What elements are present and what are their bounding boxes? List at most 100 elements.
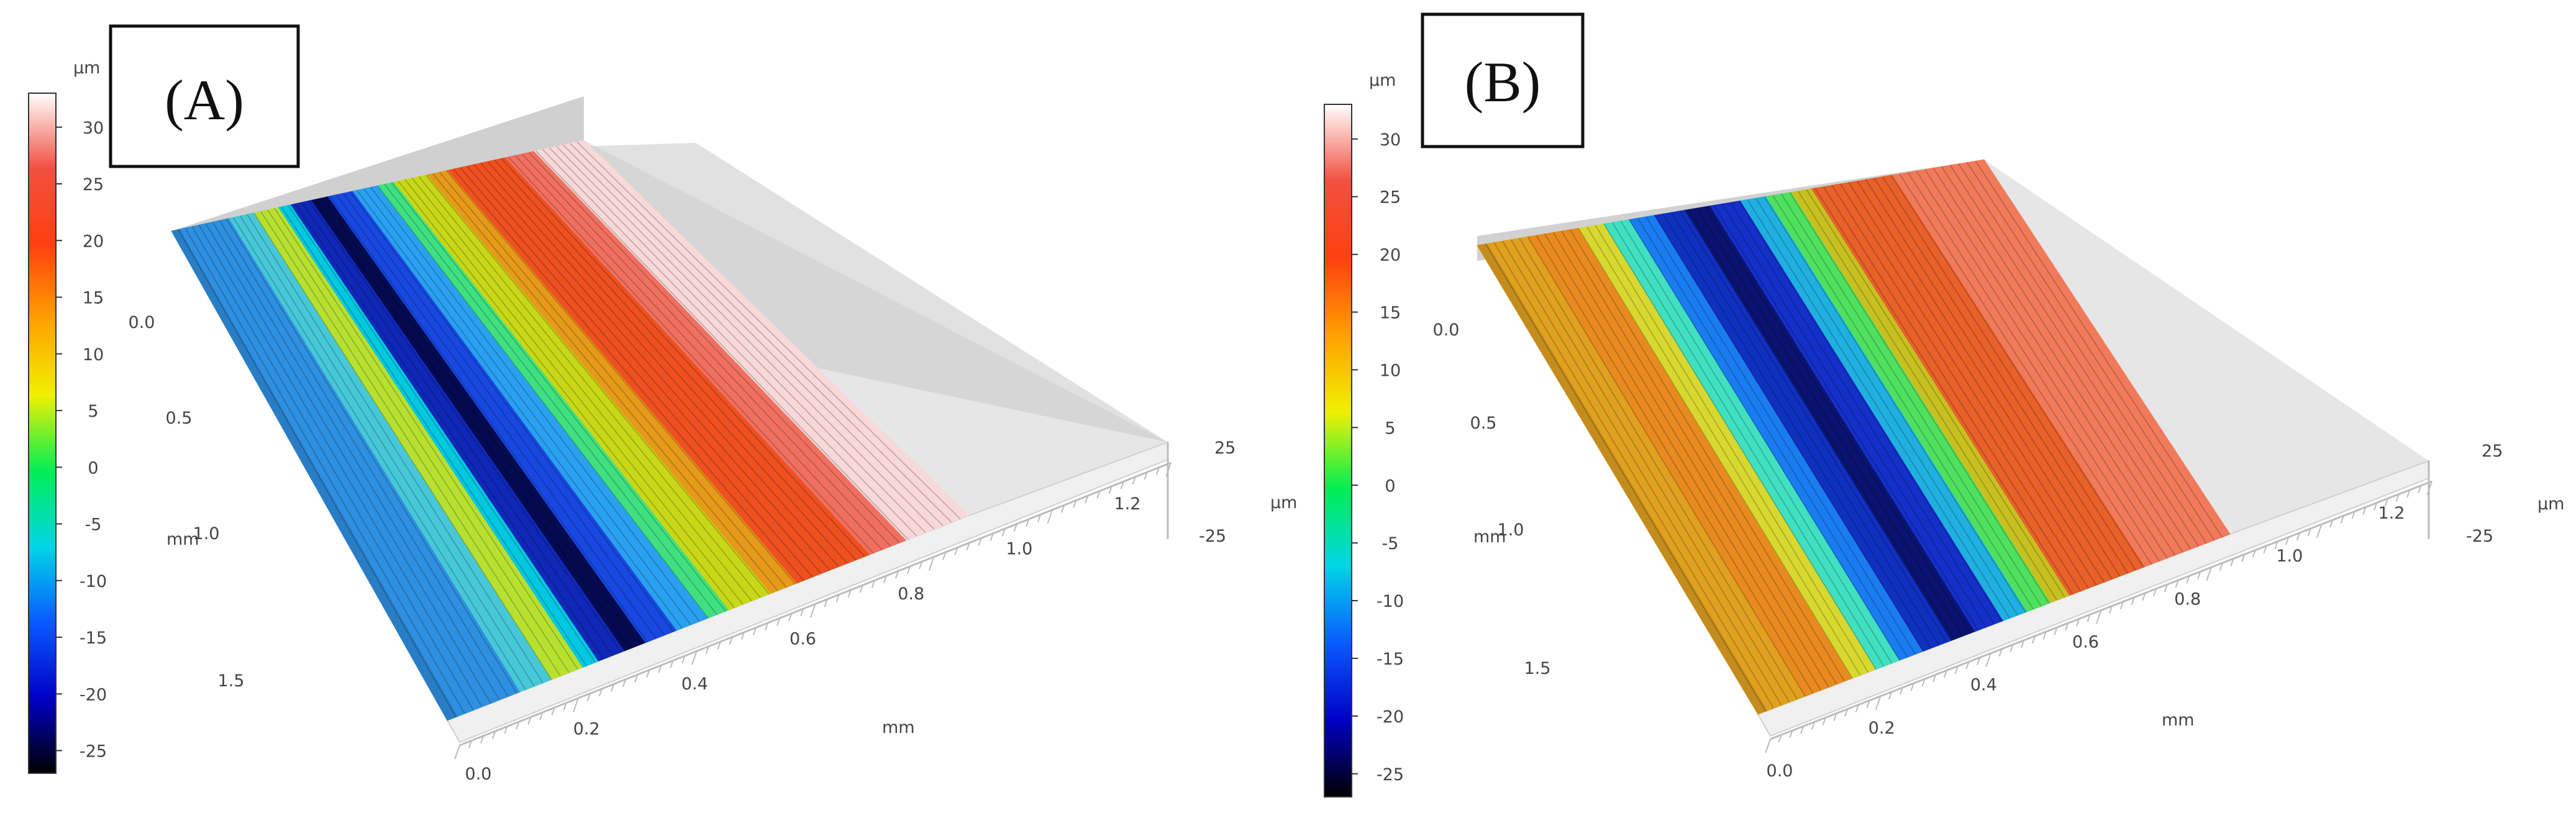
surface-texture-line	[357, 189, 683, 629]
surface-texture-line	[1857, 181, 2113, 579]
axis-x-minor-tick	[480, 735, 485, 744]
surface-edge-shade	[1477, 243, 1768, 714]
axis-x-minor-tick	[919, 561, 923, 570]
colorbar: µm 30 25 20 15 10 5 0 -5 -10 -15 -20 -25	[1324, 71, 1404, 797]
axis-x-minor-tick	[573, 697, 579, 712]
axis-x-minor-tick	[835, 594, 840, 602]
axis-y-ticks: 0.0 0.5 1.0 1.5	[1433, 320, 1551, 678]
axis-x-tick: 0.0	[1767, 761, 1793, 781]
colorbar-tick-label: 10	[1380, 361, 1401, 380]
surface-texture-line	[301, 202, 613, 656]
axis-x-minor-tick	[2153, 588, 2157, 597]
axis-x-minor-tick	[2406, 489, 2411, 498]
surface-texture-line	[267, 209, 570, 673]
axis-x-minor-tick	[966, 542, 970, 551]
axis-x-minor-tick	[2131, 597, 2135, 606]
surface-edge-shade	[171, 229, 458, 721]
axis-x-minor-tick	[1844, 709, 1849, 717]
surface-texture-line	[494, 160, 857, 561]
axis-z: µm 25 -25	[2428, 442, 2564, 546]
axis-x-minor-tick	[894, 571, 899, 579]
surface-texture-line	[225, 219, 517, 694]
surface-3d	[171, 96, 1168, 743]
colorbar-ticks: 30 25 20 15 10 5 0 -5 -10 -15 -20 -25	[1352, 130, 1404, 784]
axis-x-minor-tick	[2054, 627, 2058, 635]
surface-texture-line	[467, 165, 822, 574]
axis-x-minor-tick	[954, 547, 958, 555]
surface-texture-line	[542, 149, 917, 537]
panel-label: (A)	[165, 68, 244, 132]
surface-texture-line	[1502, 240, 1782, 706]
axis-x-minor-tick	[454, 745, 460, 760]
surface-texture-line	[1747, 199, 2010, 619]
axis-y-unit: mm	[1473, 527, 1506, 547]
axis-x-minor-tick	[1061, 504, 1065, 513]
surface-band	[1892, 159, 2231, 567]
axis-z: µm 25 -25	[1167, 438, 1297, 546]
surface-texture-line	[1941, 166, 2191, 550]
surface-texture-line	[1544, 234, 1821, 691]
axis-z-unit: µm	[1270, 493, 1297, 512]
surface-texture-line	[212, 222, 500, 701]
colorbar-tick-label: 25	[83, 175, 104, 194]
axis-x-minor-tick	[1155, 467, 1160, 475]
surface-texture-line	[1519, 238, 1798, 700]
axis-x-tick: 1.0	[2276, 547, 2303, 566]
surface-texture-line	[1536, 235, 1814, 694]
surface-texture-line	[473, 164, 831, 571]
axis-x-tick: 1.2	[1114, 494, 1141, 514]
surface-texture-line	[570, 143, 952, 523]
axis-x-minor-ticks	[454, 462, 1172, 760]
axis-x-minor-tick	[1977, 657, 1981, 665]
colorbar-tick-label: -25	[80, 742, 107, 761]
axis-x-minor-tick	[907, 566, 911, 575]
surface-texture-line	[1654, 215, 1924, 652]
axis-x-tick: 1.2	[2378, 504, 2405, 523]
axis-x-minor-tick	[752, 627, 757, 635]
axis-x-minor-tick	[1855, 704, 1859, 712]
axis-y: mm 0.0 0.5 1.0 1.5	[1433, 320, 1551, 678]
colorbar-tick-label: -25	[1377, 765, 1404, 784]
surface-texture-line	[1552, 232, 1829, 688]
axis-x-minor-tick	[859, 584, 863, 593]
axis-x-minor-tick	[1037, 514, 1042, 522]
axis-x-minor-tick	[705, 646, 709, 655]
axis-x-minor-tick	[1943, 670, 1947, 678]
axis-x-minor-tick	[2197, 571, 2201, 579]
surface-texture-line	[411, 178, 752, 601]
axis-x-minor-ticks	[1765, 481, 2433, 753]
surface-texture-line	[370, 186, 700, 622]
axis-x-minor-tick	[1789, 730, 1793, 738]
axis-x-tick: 1.0	[1006, 540, 1032, 559]
surface-bands	[171, 140, 970, 721]
colorbar-tick-label: 25	[1380, 188, 1401, 207]
colorbar-tick-label: -10	[1377, 592, 1404, 611]
surface-texture-line	[391, 182, 726, 612]
axis-x-tick: 0.2	[573, 720, 600, 739]
colorbar-tick-label: -5	[1382, 534, 1399, 553]
surface-texture-line	[446, 170, 796, 584]
axis-x-minor-tick	[1910, 683, 1914, 691]
axis-x-minor-tick	[1120, 481, 1124, 489]
surface-texture-line	[528, 152, 900, 543]
surface-texture-line	[1916, 170, 2168, 559]
surface-texture-line	[460, 167, 813, 578]
surface-texture-line	[1924, 169, 2175, 556]
axis-x-minor-tick	[2095, 610, 2102, 624]
axis-x-minor-tick	[539, 712, 544, 720]
colorbar-gradient	[1324, 104, 1352, 797]
surface-texture-line	[480, 163, 839, 567]
surface-texture-line	[563, 144, 944, 527]
surface-texture-line	[1755, 198, 2018, 615]
surface-texture-line	[1510, 239, 1790, 703]
axis-x-minor-tick	[776, 617, 781, 626]
colorbar-gradient	[28, 93, 57, 774]
axis-x-tick: 0.8	[898, 584, 924, 604]
colorbar-tick-label: -15	[1377, 650, 1404, 669]
surface-texture-line	[1688, 209, 1955, 640]
axis-x-minor-tick	[1047, 509, 1054, 524]
surface-texture-line	[294, 203, 604, 660]
surface-texture-line	[260, 211, 561, 676]
axis-x-minor-tick	[942, 552, 947, 560]
